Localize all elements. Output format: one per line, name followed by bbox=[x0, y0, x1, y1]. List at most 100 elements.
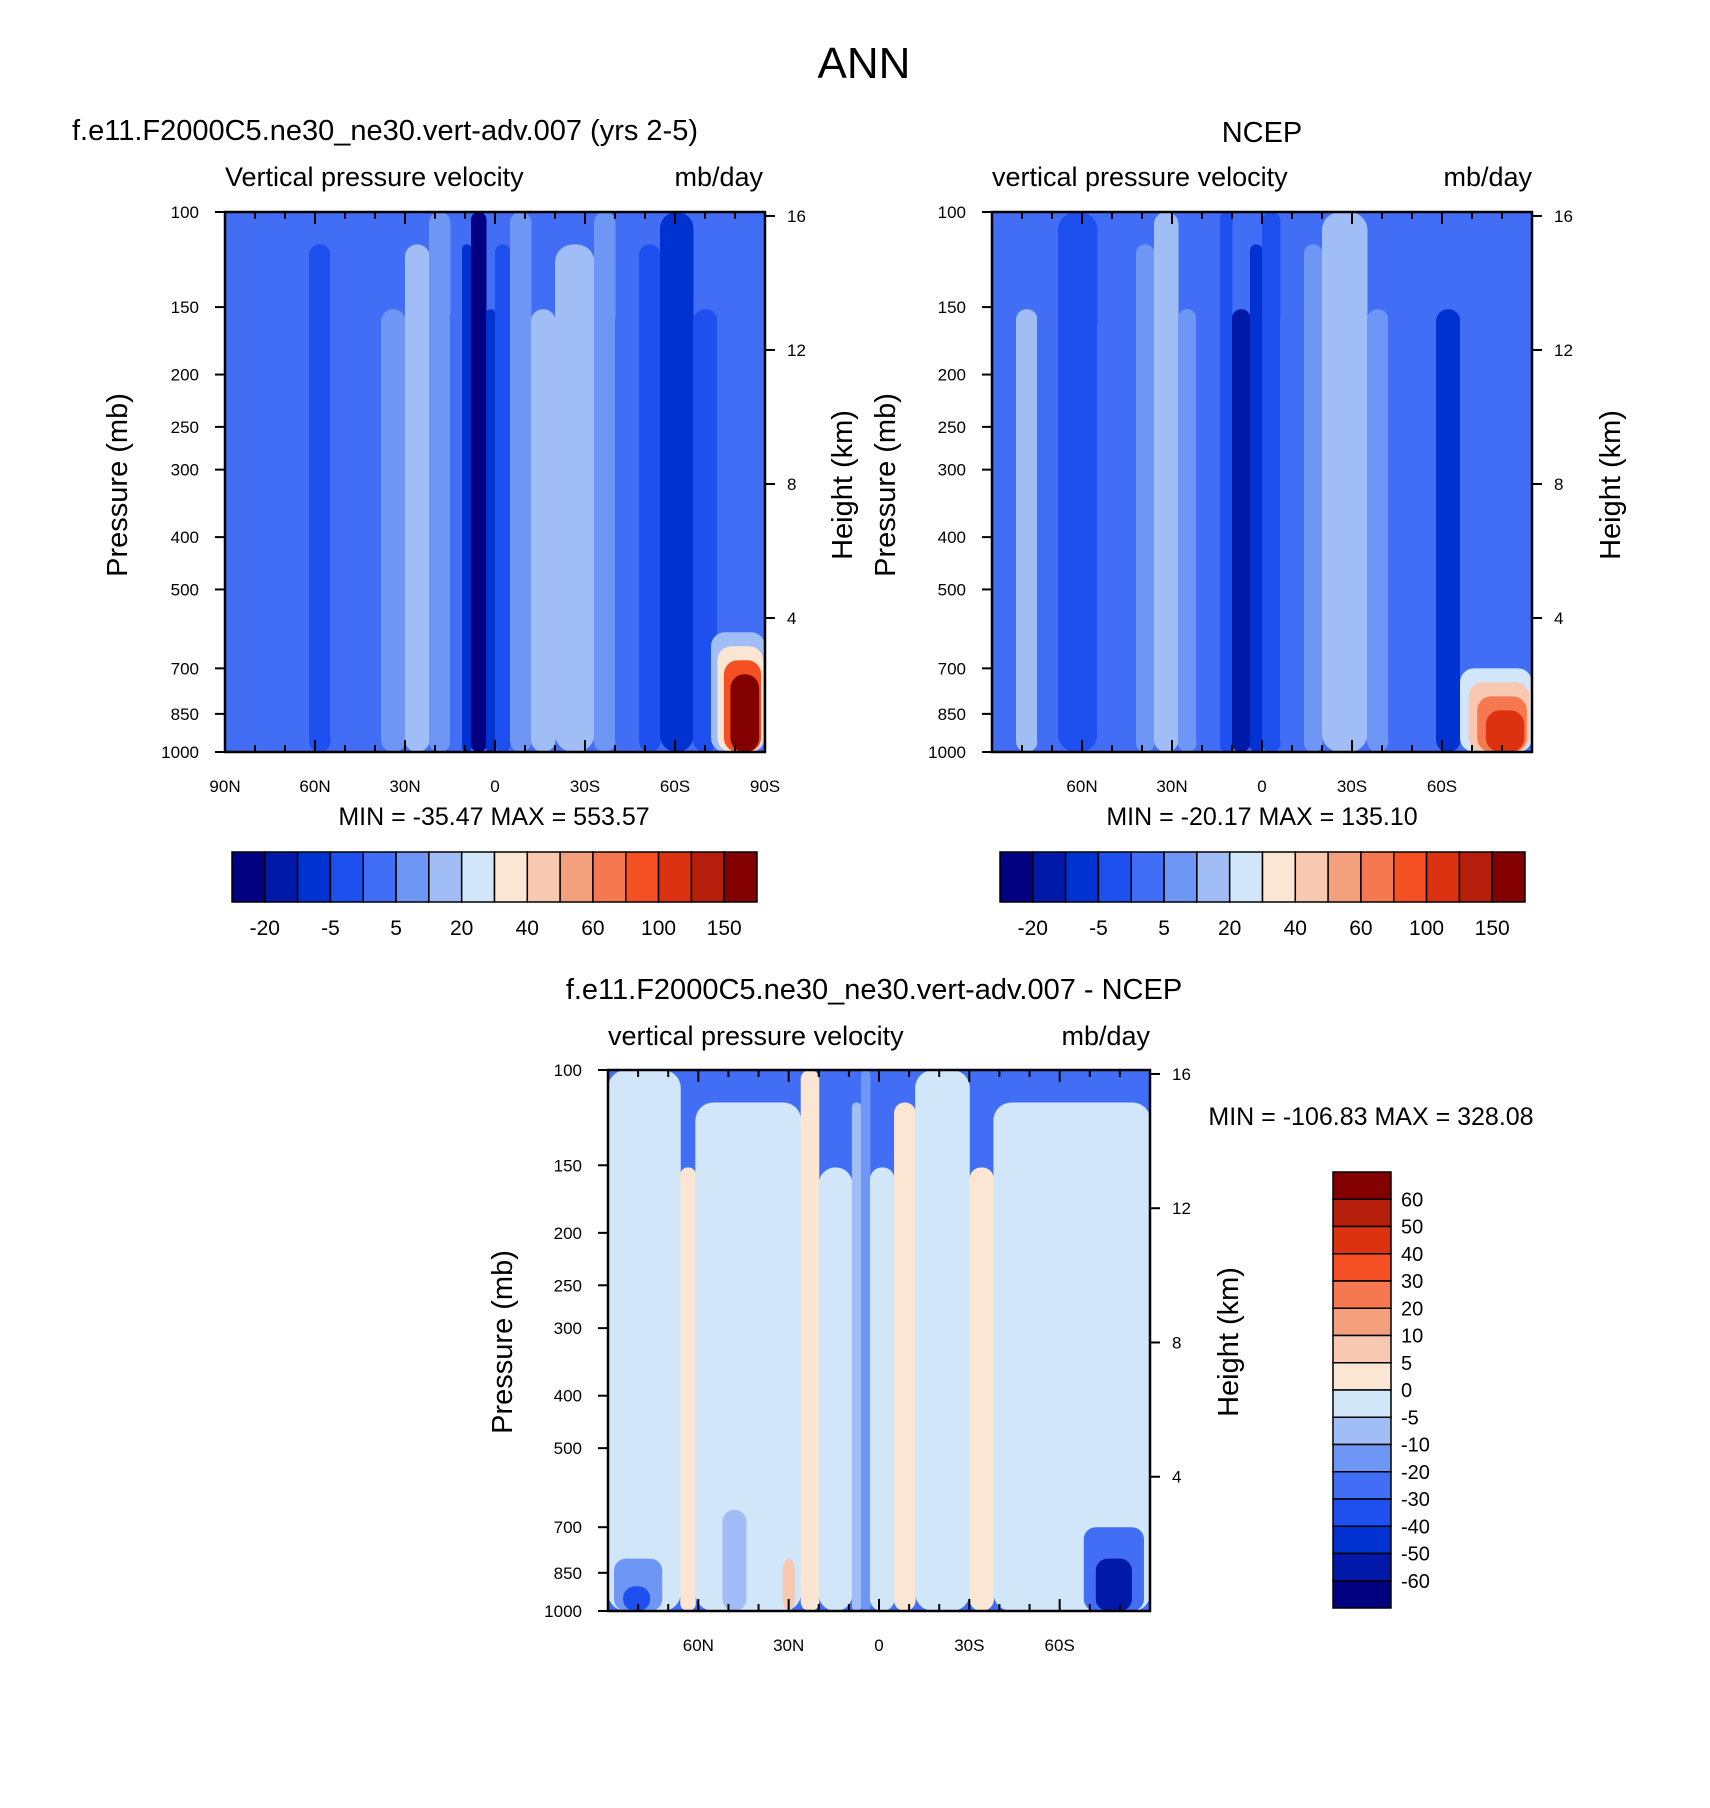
colorbar-box bbox=[690, 851, 725, 903]
contour-band bbox=[1322, 212, 1368, 752]
pressure-tick-label: 150 bbox=[938, 298, 966, 317]
colorbar-label: -5 bbox=[1401, 1407, 1419, 1429]
colorbar-label: -50 bbox=[1401, 1544, 1430, 1566]
colorbar-box bbox=[999, 851, 1034, 903]
ncep-title: NCEP bbox=[1222, 117, 1303, 149]
colorbar-box bbox=[296, 851, 332, 903]
height-tick-label: 12 bbox=[1172, 1199, 1191, 1218]
colorbar-box bbox=[625, 851, 660, 903]
model-ylabel: Pressure (mb) bbox=[102, 393, 134, 577]
pressure-tick-label: 100 bbox=[554, 1061, 582, 1080]
difference-panel: f.e11.F2000C5.ne30_ne30.vert-adv.007 - N… bbox=[487, 974, 1534, 1655]
contour-band bbox=[471, 212, 487, 752]
colorbar-box bbox=[1332, 1471, 1392, 1500]
colorbar-box bbox=[1130, 851, 1165, 903]
contour-band bbox=[225, 212, 271, 752]
colorbar-box bbox=[1332, 1416, 1392, 1446]
lat-tick-label: 60S bbox=[1045, 1636, 1075, 1655]
contour-band bbox=[486, 309, 496, 752]
contour-band bbox=[608, 1070, 681, 1611]
contour-band bbox=[680, 1167, 696, 1611]
contour-band bbox=[510, 212, 532, 752]
model-title: f.e11.F2000C5.ne30_ne30.vert-adv.007 (yr… bbox=[72, 115, 698, 147]
model-units: mb/day bbox=[674, 162, 763, 192]
colorbar-box bbox=[493, 851, 529, 903]
lat-tick-label: 30S bbox=[954, 1636, 984, 1655]
colorbar-label: 40 bbox=[1401, 1244, 1423, 1266]
contour-band bbox=[693, 309, 718, 752]
colorbar-label: 5 bbox=[1158, 917, 1170, 940]
lat-tick-label: 60N bbox=[299, 777, 330, 796]
height-tick-label: 4 bbox=[1172, 1468, 1181, 1487]
contour-band bbox=[1037, 244, 1059, 752]
colorbar-box bbox=[1332, 1253, 1392, 1282]
contour-band bbox=[969, 1167, 994, 1611]
lat-tick-label: 0 bbox=[1257, 777, 1266, 796]
difference-ylabel: Pressure (mb) bbox=[487, 1250, 519, 1434]
colorbar-box bbox=[1393, 851, 1428, 903]
contour-band bbox=[992, 212, 1017, 752]
contour-band bbox=[860, 1070, 871, 1611]
pressure-tick-label: 400 bbox=[171, 528, 199, 547]
contour-band bbox=[660, 212, 694, 752]
colorbar-label: -40 bbox=[1401, 1516, 1430, 1538]
colorbar-box bbox=[1332, 1280, 1392, 1309]
colorbar-box bbox=[264, 851, 299, 903]
colorbar-label: -20 bbox=[250, 917, 280, 940]
height-tick-label: 16 bbox=[787, 207, 806, 226]
colorbar-box bbox=[1097, 851, 1132, 903]
contour-band bbox=[1280, 309, 1305, 752]
contour-band bbox=[1412, 212, 1437, 752]
contour-band bbox=[1460, 244, 1485, 752]
height-tick-label: 8 bbox=[1554, 475, 1563, 494]
colorbar-label: 30 bbox=[1401, 1271, 1423, 1293]
colorbar-box bbox=[1032, 851, 1067, 903]
contour-band bbox=[309, 244, 331, 752]
contour-band bbox=[993, 1102, 1150, 1611]
colorbar-box bbox=[1228, 851, 1264, 903]
colorbar-box bbox=[723, 851, 758, 903]
lat-tick-label: 60S bbox=[1427, 777, 1457, 796]
contour-blob bbox=[782, 1558, 795, 1611]
contour-blob bbox=[1485, 710, 1525, 752]
pressure-tick-label: 300 bbox=[171, 461, 199, 480]
colorbar-box bbox=[329, 851, 364, 903]
contour-band bbox=[1304, 244, 1323, 752]
contour-band bbox=[1178, 309, 1197, 752]
colorbar-box bbox=[1163, 851, 1198, 903]
colorbar-box bbox=[1332, 1171, 1392, 1200]
colorbar-box bbox=[1332, 1580, 1392, 1609]
contour-band bbox=[741, 212, 765, 752]
colorbar-label: 100 bbox=[1409, 917, 1444, 940]
ncep-panel: NCEP vertical pressure velocity mb/day P… bbox=[870, 117, 1627, 940]
colorbar-box bbox=[231, 851, 266, 903]
pressure-tick-label: 100 bbox=[938, 203, 966, 222]
height-tick-label: 8 bbox=[1172, 1333, 1181, 1352]
contour-band bbox=[1016, 309, 1038, 752]
colorbar-box bbox=[1332, 1307, 1392, 1337]
contour-band bbox=[1367, 309, 1389, 752]
lat-tick-label: 60N bbox=[683, 1636, 714, 1655]
contour-blob bbox=[722, 1509, 747, 1611]
colorbar-label: -5 bbox=[1089, 917, 1108, 940]
colorbar-label: -5 bbox=[321, 917, 340, 940]
contour-band bbox=[695, 1102, 802, 1611]
contour-band bbox=[330, 212, 382, 752]
lat-tick-label: 30S bbox=[570, 777, 600, 796]
lat-tick-label: 0 bbox=[874, 1636, 883, 1655]
lat-tick-label: 30N bbox=[773, 1636, 804, 1655]
colorbar-box bbox=[1332, 1552, 1392, 1582]
colorbar-box bbox=[460, 851, 496, 903]
contour-band bbox=[405, 244, 430, 752]
height-tick-label: 12 bbox=[1554, 341, 1573, 360]
colorbar-label: 100 bbox=[641, 917, 676, 940]
pressure-tick-label: 1000 bbox=[161, 743, 199, 762]
height-tick-label: 8 bbox=[787, 475, 796, 494]
pressure-tick-label: 500 bbox=[554, 1439, 582, 1458]
contour-band bbox=[915, 1070, 970, 1611]
page-title: ANN bbox=[818, 39, 911, 88]
pressure-tick-label: 250 bbox=[554, 1276, 582, 1295]
colorbar-label: 20 bbox=[1218, 917, 1241, 940]
contour-band bbox=[1136, 244, 1155, 752]
contour-band bbox=[1250, 244, 1263, 752]
